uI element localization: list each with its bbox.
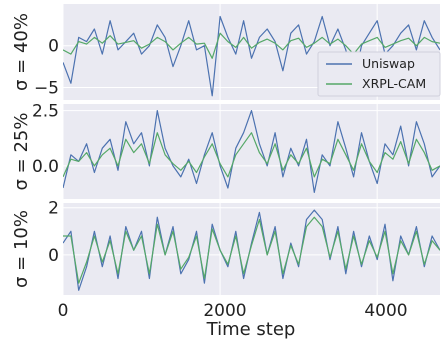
panel-background xyxy=(63,203,440,295)
x-tick-label-2000: 2000 xyxy=(203,301,246,321)
legend-label-xrpl-cam: XRPL-CAM xyxy=(362,76,426,91)
series-line-xrpl-cam xyxy=(63,32,440,59)
legend-box xyxy=(317,51,441,97)
x-axis-label: Time step xyxy=(206,319,296,340)
y-tick-label: 2 xyxy=(48,199,59,219)
x-tick-label-0: 0 xyxy=(58,301,69,321)
y-tick-label: 2.5 xyxy=(32,102,59,122)
series-line-xrpl-cam xyxy=(63,132,440,178)
legend-label-uniswap: Uniswap xyxy=(362,56,415,71)
x-tick-label-4000: 4000 xyxy=(364,301,407,321)
chart-panels: 0 −5σ = 40%2.5 0.0σ = 25% 2 0 σ = 10% xyxy=(11,4,440,295)
series-line-uniswap xyxy=(63,110,440,193)
y-tick-label: 0.0 xyxy=(32,157,59,177)
panel-2: 2.5 0.0σ = 25% xyxy=(11,102,440,199)
y-axis-label: σ = 10% xyxy=(11,210,32,288)
y-tick-label: −5 xyxy=(34,78,59,98)
y-tick-label: 0 xyxy=(48,37,59,57)
series-line-uniswap xyxy=(63,15,440,97)
series-line-uniswap xyxy=(63,209,440,291)
panel-series xyxy=(63,110,440,193)
panel-series xyxy=(63,209,440,291)
panel-3: 2 0 σ = 10% xyxy=(11,199,440,295)
x-axis: 0 2000 4000 Time step xyxy=(58,301,408,340)
y-axis-label: σ = 40% xyxy=(11,13,32,91)
panel-series xyxy=(63,15,440,97)
series-line-xrpl-cam xyxy=(63,216,440,284)
legend: Uniswap XRPL-CAM xyxy=(317,51,441,97)
y-tick-label: 0 xyxy=(48,246,59,266)
y-axis-label: σ = 25% xyxy=(11,113,32,191)
